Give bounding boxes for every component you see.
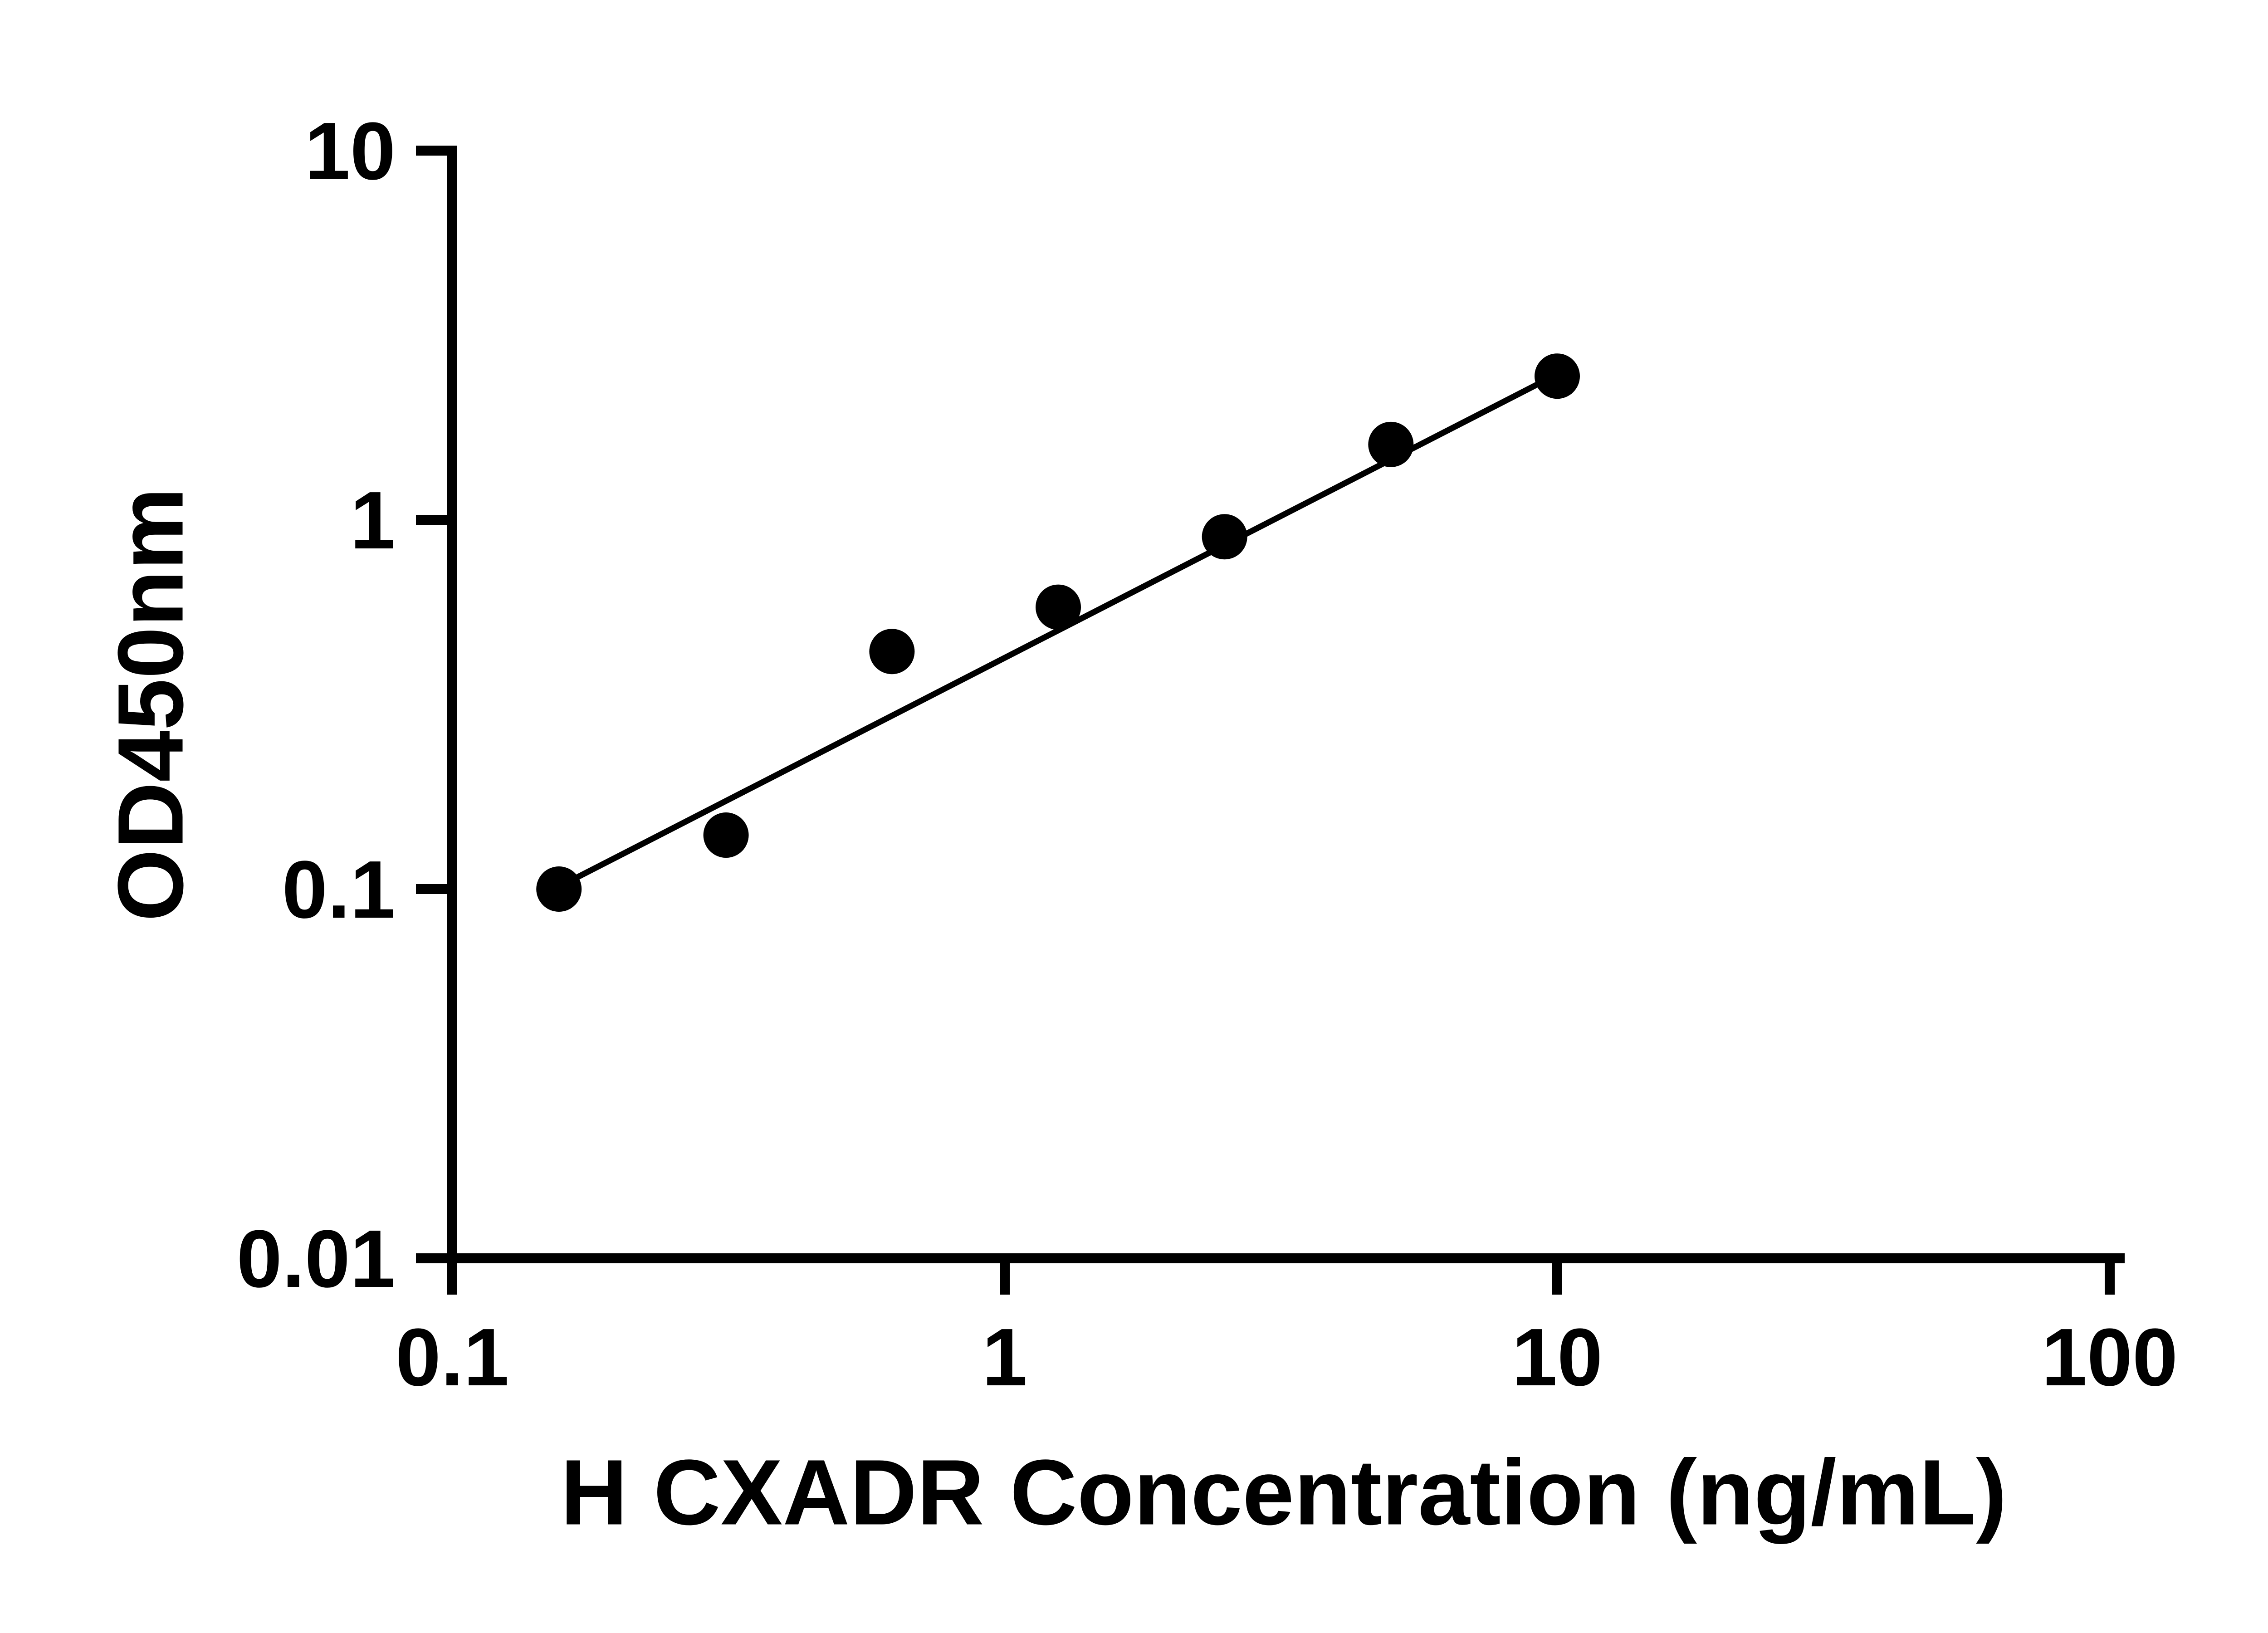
data-point (1202, 514, 1247, 560)
x-axis-title: H CXADR Concentration (ng/mL) (560, 1440, 2007, 1545)
y-tick-label: 0.01 (237, 1213, 396, 1305)
y-tick-label: 1 (350, 475, 396, 566)
y-axis-ticks: 0.01 0.1 1 10 (237, 106, 452, 1305)
data-point (536, 866, 582, 912)
y-tick-label: 10 (305, 106, 396, 197)
data-point (869, 629, 915, 675)
x-tick-label: 10 (1512, 1312, 1603, 1403)
data-point (1036, 584, 1081, 630)
y-tick-label: 0.1 (282, 844, 396, 935)
x-tick-label: 1 (982, 1312, 1027, 1403)
data-point (1535, 353, 1580, 399)
axes (447, 146, 2125, 1263)
x-axis-ticks: 0.1 1 10 100 (396, 1258, 2178, 1403)
data-points (536, 353, 1580, 912)
x-tick-label: 100 (2042, 1312, 2178, 1403)
data-point (703, 812, 749, 858)
data-point (1368, 421, 1414, 467)
y-axis-title: OD450nm (98, 487, 203, 922)
x-tick-label: 0.1 (396, 1312, 509, 1403)
